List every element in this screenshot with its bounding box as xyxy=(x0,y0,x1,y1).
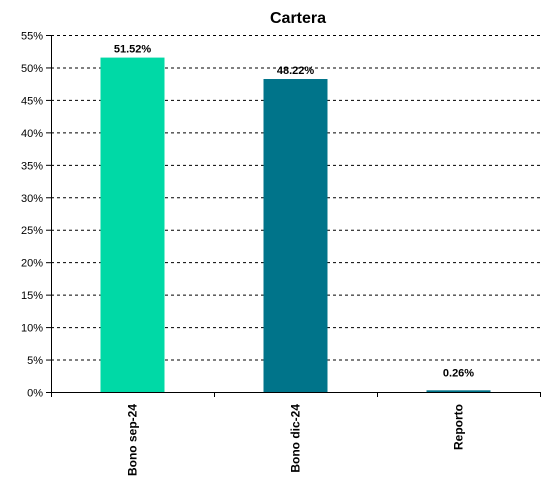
y-tick-label: 15% xyxy=(21,290,43,302)
axes: 0% 5% 10% 15% 20% 25% 30% 35% 40% 45% 50% 55% xyxy=(21,31,541,400)
data-label: 0.26% xyxy=(443,367,474,379)
y-tick-label: 45% xyxy=(21,95,43,107)
bar xyxy=(426,390,491,392)
x-tick-label: Bono dic-24 xyxy=(289,404,303,473)
y-tick-label: 20% xyxy=(21,258,43,270)
chart-title: Cartera xyxy=(270,10,326,27)
x-tick-label: Bono sep-24 xyxy=(126,404,140,476)
y-tick-label: 25% xyxy=(21,225,43,237)
x-tick-label: Reporto xyxy=(452,404,466,450)
y-tick-label: 0% xyxy=(27,388,43,400)
category-labels: Bono sep-24 Bono dic-24 Reporto xyxy=(126,404,466,476)
data-labels: 51.52% 48.22% 0.26% xyxy=(114,44,474,380)
bars xyxy=(100,57,491,392)
y-tick-label: 5% xyxy=(27,355,43,367)
data-label: 48.22% xyxy=(277,65,315,77)
y-tick-label: 10% xyxy=(21,323,43,335)
y-tick-label: 40% xyxy=(21,128,43,140)
bar xyxy=(100,57,165,392)
data-label: 51.52% xyxy=(114,44,152,56)
y-tick-label: 55% xyxy=(21,31,43,43)
y-tick-label: 35% xyxy=(21,160,43,172)
bar xyxy=(263,79,328,392)
y-tick-label: 30% xyxy=(21,193,43,205)
y-tick-label: 50% xyxy=(21,63,43,75)
